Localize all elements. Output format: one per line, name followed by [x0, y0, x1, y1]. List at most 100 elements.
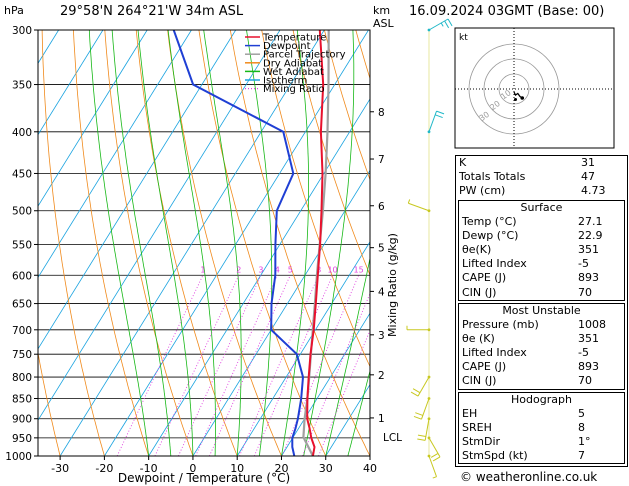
height-tick-label: 5: [378, 243, 385, 255]
lcl-label: LCL: [383, 432, 402, 444]
legend-label: Mixing Ratio: [263, 84, 325, 95]
stat-value: 893: [578, 271, 599, 285]
stat-value: 7: [578, 449, 585, 463]
wind-barb-staff: [428, 18, 449, 31]
mixing-ratio-label: 10: [327, 265, 337, 274]
wind-barb-flag: [436, 110, 445, 115]
stat-label: CAPE (J): [462, 360, 507, 374]
wind-barb-dot: [427, 417, 431, 421]
wind-barb-staff: [408, 202, 430, 212]
stat-label: SREH: [462, 420, 492, 434]
x-tick-label: 30: [319, 462, 333, 475]
isotherm-line: [148, 98, 370, 456]
wind-barb-flag: [447, 18, 453, 27]
stat-label: θe (K): [462, 331, 495, 345]
pressure-tick-label: 700: [12, 325, 32, 337]
wind-barb-flag: [410, 391, 419, 397]
stat-value: 893: [578, 360, 599, 374]
x-tick-label: -20: [95, 462, 113, 475]
hodograph-unit-label: kt: [459, 33, 468, 43]
mixing-ratio-line: [318, 329, 370, 456]
stat-value: 27.1: [578, 214, 603, 228]
stat-value: 31: [581, 156, 595, 169]
most-unstable-title: Most Unstable: [502, 303, 581, 317]
wet-adiabat-line: [203, 30, 242, 456]
mixing-ratio-label: 3: [258, 265, 263, 274]
stat-row: CIN (J) 70: [459, 374, 624, 388]
stat-label: CIN (J): [462, 374, 497, 388]
stat-value: 351: [578, 331, 599, 345]
stats-table: K 31 Totals Totals 47 PW (cm) 4.73 Surface Te…: [455, 155, 628, 468]
pressure-tick-label: 650: [12, 299, 32, 311]
pressure-unit-label: hPa: [4, 4, 24, 17]
wind-barb-flag: [415, 412, 424, 416]
legend-label: Dewpoint: [263, 41, 311, 52]
stat-label: Temp (°C): [462, 214, 517, 228]
stat-label: θe(K): [462, 242, 492, 256]
height-tick-label: 2: [378, 370, 385, 382]
isotherm-line: [192, 169, 370, 456]
dewpoint-series-line: [172, 30, 305, 456]
isotherm-line: [38, 30, 281, 422]
stat-value: 47: [581, 170, 595, 184]
height-tick-label: 1: [378, 413, 385, 425]
dry-adiabat-line: [135, 30, 238, 456]
dry-adiabat-line: [229, 30, 370, 456]
stat-label: EH: [462, 406, 478, 420]
stat-row: CIN (J) 70: [459, 286, 624, 300]
isotherm-line: [236, 241, 370, 456]
stat-label: StmDir: [462, 435, 501, 448]
isotherm-line: [38, 30, 104, 136]
background-lines: 1 2 3 4 5 8 10 15 20 25: [38, 30, 370, 456]
x-tick-label: 40: [363, 462, 377, 475]
isotherm-line: [38, 30, 148, 207]
pressure-tick-label: 750: [12, 349, 32, 361]
x-tick-label: -30: [51, 462, 69, 475]
legend-label: Dry Adiabat: [263, 58, 322, 69]
stat-row: Lifted Index -5: [459, 257, 624, 271]
stat-row: θe (K) 351: [459, 332, 624, 346]
wet-adiabat-line: [347, 369, 370, 456]
wind-barb-flag: [413, 415, 422, 420]
stat-label: Pressure (mb): [462, 317, 539, 331]
legend-label: Isotherm: [263, 76, 307, 87]
height-unit-label: km: [373, 4, 391, 17]
wind-barb-dot: [427, 436, 431, 440]
stat-label: PW (cm): [459, 184, 506, 198]
wind-barb-staff: [421, 398, 430, 420]
surface-section: Surface Temp (°C) 27.1 Dewp (°C) 22.9 θe(K) 3…: [458, 199, 625, 301]
isotherm-line: [38, 30, 237, 350]
wind-barb-flag: [417, 438, 426, 441]
stat-value: 22.9: [578, 228, 603, 242]
pressure-tick-label: 450: [12, 168, 32, 180]
pressure-tick-label: 800: [12, 372, 32, 384]
dry-adiabat-line: [41, 30, 105, 456]
stat-row: StmDir 1°: [459, 435, 624, 449]
pressure-tick-label: 400: [12, 127, 32, 139]
wind-barb-staff: [424, 418, 430, 441]
mixing-ratio-line: [195, 275, 278, 456]
pressure-tick-label: 850: [12, 393, 32, 405]
stat-value: 1008: [578, 317, 606, 331]
most-unstable-section: Most Unstable Pressure (mb) 1008 θe (K) 351…: [458, 302, 625, 390]
dry-adiabat-line: [73, 30, 150, 456]
pressure-tick-label: 1000: [5, 451, 32, 463]
legend-label: Wet Adiabat: [263, 67, 324, 78]
stat-label: Dewp (°C): [462, 228, 519, 242]
stat-row: PW (cm) 4.73: [456, 184, 627, 198]
dry-adiabat-line: [38, 350, 61, 456]
stat-row: Totals Totals 47: [456, 170, 627, 184]
height-unit-asl-label: ASL: [373, 17, 394, 30]
stat-value: 8: [578, 420, 585, 434]
mixing-ratio-label: 2: [236, 265, 241, 274]
datetime-title: 16.09.2024 03GMT (Base: 00): [409, 4, 605, 19]
pressure-tick-label: 500: [12, 206, 32, 218]
wind-barb-flag: [412, 388, 421, 394]
mixing-ratio-label: 4: [275, 265, 280, 274]
pressure-tick-label: 900: [12, 414, 32, 426]
pressure-tick-label: 950: [12, 433, 32, 445]
height-tick-label: 7: [378, 154, 385, 166]
hodograph-frame: [454, 27, 615, 149]
